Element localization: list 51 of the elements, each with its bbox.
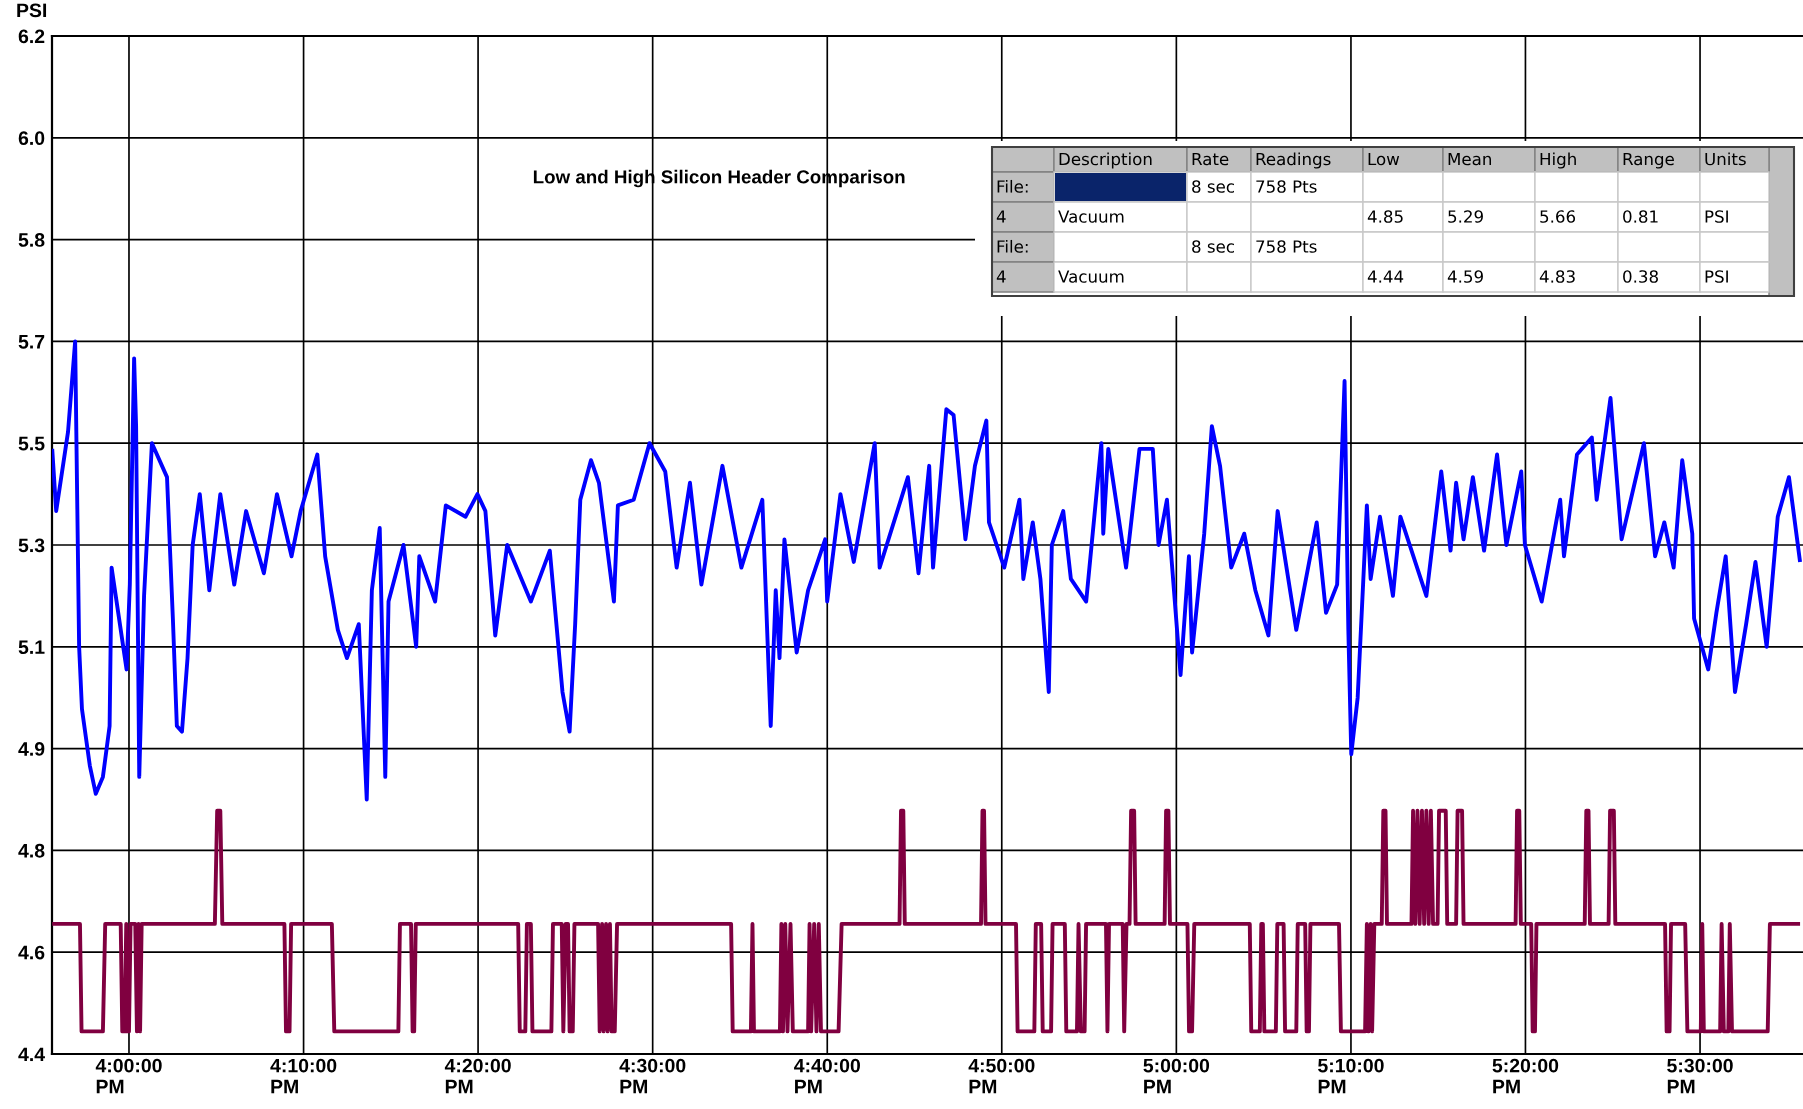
- annotation: Rate: [1192, 152, 1229, 166]
- y-tick-label: 5.7: [18, 335, 45, 349]
- x-tick-label: 5:20:00 PM: [1492, 1058, 1559, 1094]
- annotation: Low: [1368, 152, 1400, 166]
- annotation: Vacuum: [1058, 270, 1124, 283]
- x-tick-label: 4:40:00 PM: [794, 1058, 860, 1094]
- annotation: 4: [996, 210, 1006, 223]
- y-tick-label: 5.3: [18, 538, 45, 553]
- annotation: Vacuum: [1058, 210, 1124, 223]
- annotation: 5.66: [1540, 210, 1576, 223]
- annotation: 4.44: [1367, 270, 1404, 283]
- y-tick-label: 4.4: [18, 1047, 45, 1062]
- x-tick-label: 4:00:00 PM: [95, 1058, 162, 1094]
- annotation: PSI: [1705, 210, 1728, 223]
- annotation: Mean: [1448, 152, 1491, 166]
- annotation: 5.29: [1448, 210, 1483, 223]
- y-tick-label: 5.5: [18, 436, 45, 451]
- annotation: PSI: [1705, 270, 1728, 283]
- annotation: 0.38: [1623, 270, 1658, 283]
- x-tick-label: 4:30:00 PM: [619, 1058, 686, 1094]
- annotation: 0.81: [1623, 210, 1658, 223]
- annotation: Readings: [1256, 152, 1331, 169]
- annotation: Description: [1059, 152, 1152, 169]
- x-tick-label: 4:20:00 PM: [444, 1058, 511, 1094]
- y-tick-label: 6.0: [18, 131, 45, 146]
- y-axis-title: PSI: [17, 3, 47, 18]
- annotation: 8 sec: [1192, 180, 1234, 193]
- y-tick-label: 5.8: [18, 233, 45, 247]
- annotation: 758 Pts: [1256, 240, 1317, 253]
- y-tick-label: 4.6: [18, 945, 45, 960]
- y-tick-label: 4.8: [18, 843, 45, 858]
- annotation: File:: [997, 179, 1028, 193]
- line-series: [52, 339, 1803, 802]
- x-tick-label: 4:10:00 PM: [270, 1058, 337, 1094]
- annotation: Units: [1705, 152, 1746, 166]
- y-tick-label: 5.1: [18, 640, 45, 655]
- annotation: 4.59: [1447, 270, 1483, 283]
- annotation: 4.85: [1367, 210, 1403, 223]
- annotation: 4.83: [1539, 270, 1575, 283]
- x-tick-label: 4:50:00 PM: [968, 1058, 1035, 1094]
- y-tick-label: 4.9: [18, 742, 45, 756]
- annotation: High: [1540, 152, 1576, 169]
- annotation: 758 Pts: [1256, 180, 1317, 193]
- x-tick-label: 5:10:00 PM: [1318, 1058, 1384, 1094]
- annotation: File:: [997, 239, 1028, 253]
- y-tick-label: 6.2: [18, 29, 45, 44]
- annotation: Range: [1623, 152, 1674, 169]
- x-tick-label: 5:00:00 PM: [1143, 1058, 1210, 1094]
- annotation: 4: [996, 270, 1006, 283]
- x-tick-label: 5:30:00 PM: [1667, 1058, 1733, 1094]
- annotation: 8 sec: [1192, 240, 1234, 253]
